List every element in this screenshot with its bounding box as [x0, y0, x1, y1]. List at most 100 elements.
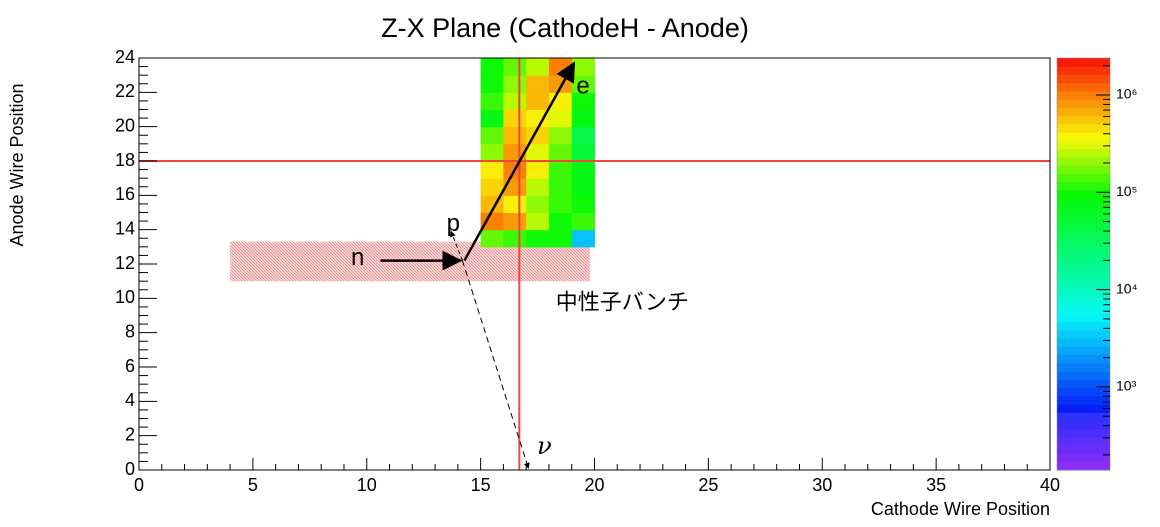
- palette-band: [1057, 90, 1110, 100]
- y-tick-label: 14: [115, 218, 135, 238]
- y-tick-label: 12: [115, 253, 135, 273]
- heat-cell: [548, 212, 573, 231]
- x-tick-label: 5: [248, 475, 258, 495]
- palette-band: [1057, 412, 1110, 422]
- palette-band: [1057, 272, 1110, 281]
- heat-cell: [548, 75, 573, 93]
- annotation: p: [447, 210, 460, 237]
- palette-band: [1057, 437, 1110, 446]
- heat-cell: [548, 126, 573, 145]
- heat-cell: [503, 212, 527, 231]
- heat-cell: [526, 212, 550, 231]
- heat-cell: [526, 178, 550, 196]
- heat-cell: [571, 229, 595, 248]
- z-tick-label: 10⁴: [1116, 280, 1138, 296]
- palette-band: [1057, 74, 1110, 84]
- palette-band: [1057, 132, 1110, 141]
- palette-band: [1057, 453, 1110, 463]
- heat-cell: [571, 195, 595, 213]
- heat-cell: [571, 126, 595, 145]
- x-tick-label: 30: [812, 475, 832, 495]
- palette-band: [1057, 66, 1110, 75]
- heat-cell: [503, 75, 527, 93]
- palette-band: [1057, 214, 1110, 224]
- palette-band: [1057, 206, 1110, 216]
- y-tick-label: 20: [115, 115, 135, 135]
- x-tick-label: 10: [357, 475, 377, 495]
- x-tick-label: 35: [926, 475, 946, 495]
- y-tick-label: 8: [125, 321, 135, 341]
- palette-band: [1057, 329, 1110, 339]
- palette-band: [1057, 99, 1110, 108]
- palette-band: [1057, 115, 1110, 125]
- palette-band: [1057, 123, 1110, 133]
- heat-cell: [526, 229, 550, 248]
- palette-band: [1057, 231, 1110, 240]
- palette-band: [1057, 445, 1110, 455]
- x-axis-title: Cathode Wire Position: [871, 499, 1050, 519]
- palette-band: [1057, 165, 1110, 174]
- heat-cell: [548, 229, 573, 248]
- z-tick-label: 10⁶: [1116, 86, 1137, 102]
- e-arrow: [463, 61, 576, 262]
- heat-cell: [571, 75, 595, 93]
- x-tick-label: 15: [471, 475, 491, 495]
- heat-cell: [571, 92, 595, 110]
- x-tick-label: 25: [698, 475, 718, 495]
- y-tick-label: 22: [115, 81, 135, 101]
- heat-cell: [571, 178, 595, 196]
- palette-band: [1057, 387, 1110, 397]
- y-tick-label: 4: [125, 390, 135, 410]
- y-tick-label: 24: [115, 47, 135, 67]
- heat-cell: [526, 143, 550, 162]
- palette-band: [1057, 296, 1110, 306]
- heat-cell: [526, 161, 550, 179]
- heat-cell: [548, 161, 573, 179]
- palette-band: [1057, 181, 1110, 191]
- heat-cell: [571, 143, 595, 162]
- heat-cell: [571, 58, 595, 76]
- heat-cell: [503, 126, 527, 145]
- palette-band: [1057, 362, 1110, 372]
- palette-band: [1057, 280, 1110, 290]
- palette-band: [1057, 189, 1110, 199]
- palette-band: [1057, 305, 1110, 314]
- heat-cell: [548, 178, 573, 196]
- palette-band: [1057, 379, 1110, 389]
- chart-title: Z-X Plane (CathodeH - Anode): [381, 13, 749, 43]
- palette-band: [1057, 239, 1110, 249]
- palette-band: [1057, 264, 1110, 273]
- heat-cell: [526, 75, 550, 93]
- heat-cell: [526, 58, 550, 76]
- palette-band: [1057, 247, 1110, 257]
- annotation: ν: [537, 432, 552, 460]
- palette-band: [1057, 156, 1110, 166]
- y-tick-label: 2: [125, 424, 135, 444]
- heat-cell: [480, 143, 504, 162]
- heat-cell: [480, 161, 504, 179]
- heat-cell: [548, 109, 573, 128]
- x-tick-label: 0: [134, 475, 144, 495]
- annotation: 中性子バンチ: [556, 290, 689, 315]
- palette-band: [1057, 461, 1110, 471]
- z-tick-label: 10³: [1116, 378, 1137, 394]
- heat-cell: [571, 109, 595, 128]
- heat-cell: [571, 212, 595, 231]
- heat-cell: [571, 161, 595, 179]
- y-tick-label: 6: [125, 356, 135, 376]
- palette-band: [1057, 313, 1110, 323]
- palette-band: [1057, 420, 1110, 430]
- palette-band: [1057, 222, 1110, 232]
- y-tick-label: 10: [115, 287, 135, 307]
- heat-cell: [526, 195, 550, 213]
- heat-cell: [503, 229, 527, 248]
- y-tick-label: 18: [115, 150, 135, 170]
- heat-cell: [480, 92, 504, 110]
- palette-band: [1057, 395, 1110, 405]
- heat-cell: [480, 109, 504, 128]
- palette-band: [1057, 354, 1110, 364]
- heat-cell: [480, 212, 504, 231]
- palette-band: [1057, 148, 1110, 158]
- palette-band: [1057, 255, 1110, 265]
